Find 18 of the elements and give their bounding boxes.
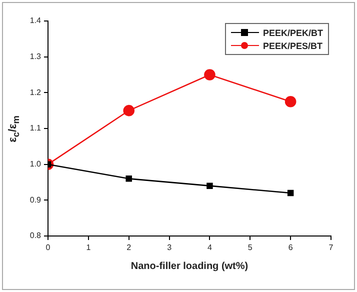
y-tick-label: 1.4 xyxy=(30,16,42,26)
x-tick-label: 7 xyxy=(328,243,334,252)
legend-label: PEEK/PEK/BT xyxy=(262,28,323,38)
x-axis-title: Nano-filler loading (wt%) xyxy=(130,260,248,272)
y-tick-label: 1.3 xyxy=(30,52,42,62)
y-tick-label: 1.2 xyxy=(30,88,42,97)
y-tick-label: 1.1 xyxy=(30,124,42,133)
y-tick-label: 0.8 xyxy=(30,231,42,240)
x-tick-label: 4 xyxy=(207,243,212,252)
x-tick-label: 2 xyxy=(126,243,132,252)
x-tick-label: 5 xyxy=(248,243,253,252)
x-tick-label: 6 xyxy=(288,243,294,252)
x-tick-label: 0 xyxy=(46,243,51,252)
y-tick-label: 1.0 xyxy=(30,160,42,169)
legend-label: PEEK/PES/BT xyxy=(262,40,322,50)
x-tick-label: 3 xyxy=(167,243,172,252)
x-tick-label: 1 xyxy=(86,243,92,252)
y-tick-label: 0.9 xyxy=(30,195,42,204)
